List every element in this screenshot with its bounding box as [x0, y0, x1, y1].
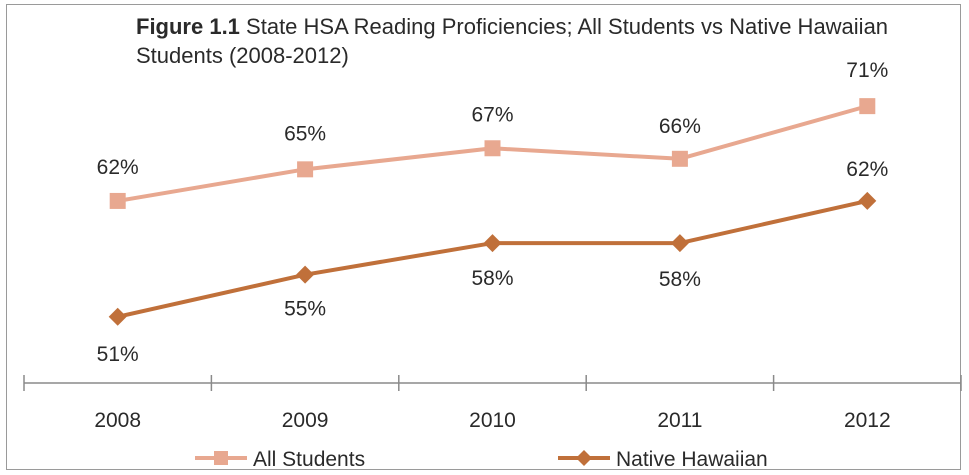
x-tick-label: 2011: [657, 409, 702, 432]
data-label: 51%: [97, 343, 139, 366]
title-text: State HSA Reading Proficiencies; All Stu…: [136, 14, 889, 68]
data-label: 67%: [471, 103, 513, 126]
data-point-square: [109, 192, 126, 209]
data-label: 66%: [659, 115, 701, 138]
chart-frame: [6, 4, 961, 470]
data-point-diamond: [483, 234, 502, 253]
legend-marker-diamond: [576, 450, 592, 466]
data-point-square: [671, 150, 688, 167]
legend-label: All Students: [253, 448, 365, 471]
legend-marker-square: [214, 451, 228, 465]
chart-title: Figure 1.1 State HSA Reading Proficienci…: [136, 12, 916, 70]
series-line: [117, 198, 868, 319]
data-point-diamond: [670, 234, 689, 253]
data-label: 62%: [97, 156, 139, 179]
data-label: 58%: [471, 267, 513, 290]
x-tick-label: 2010: [469, 409, 516, 432]
data-point-diamond: [858, 191, 877, 210]
data-point-diamond: [296, 265, 315, 284]
data-label: 58%: [659, 268, 701, 291]
data-point-square: [484, 140, 501, 157]
figure-number: Figure 1.1: [136, 14, 240, 39]
data-point-square: [297, 161, 314, 178]
x-tick-label: 2009: [282, 409, 329, 432]
x-tick-label: 2008: [94, 409, 141, 432]
data-point-diamond: [108, 307, 127, 326]
data-point-square: [859, 98, 876, 115]
data-label: 71%: [846, 59, 888, 82]
data-label: 62%: [846, 158, 888, 181]
data-label: 55%: [284, 298, 326, 321]
x-tick-label: 2012: [844, 409, 891, 432]
data-label: 65%: [284, 122, 326, 145]
legend-label: Native Hawaiian: [616, 448, 768, 471]
